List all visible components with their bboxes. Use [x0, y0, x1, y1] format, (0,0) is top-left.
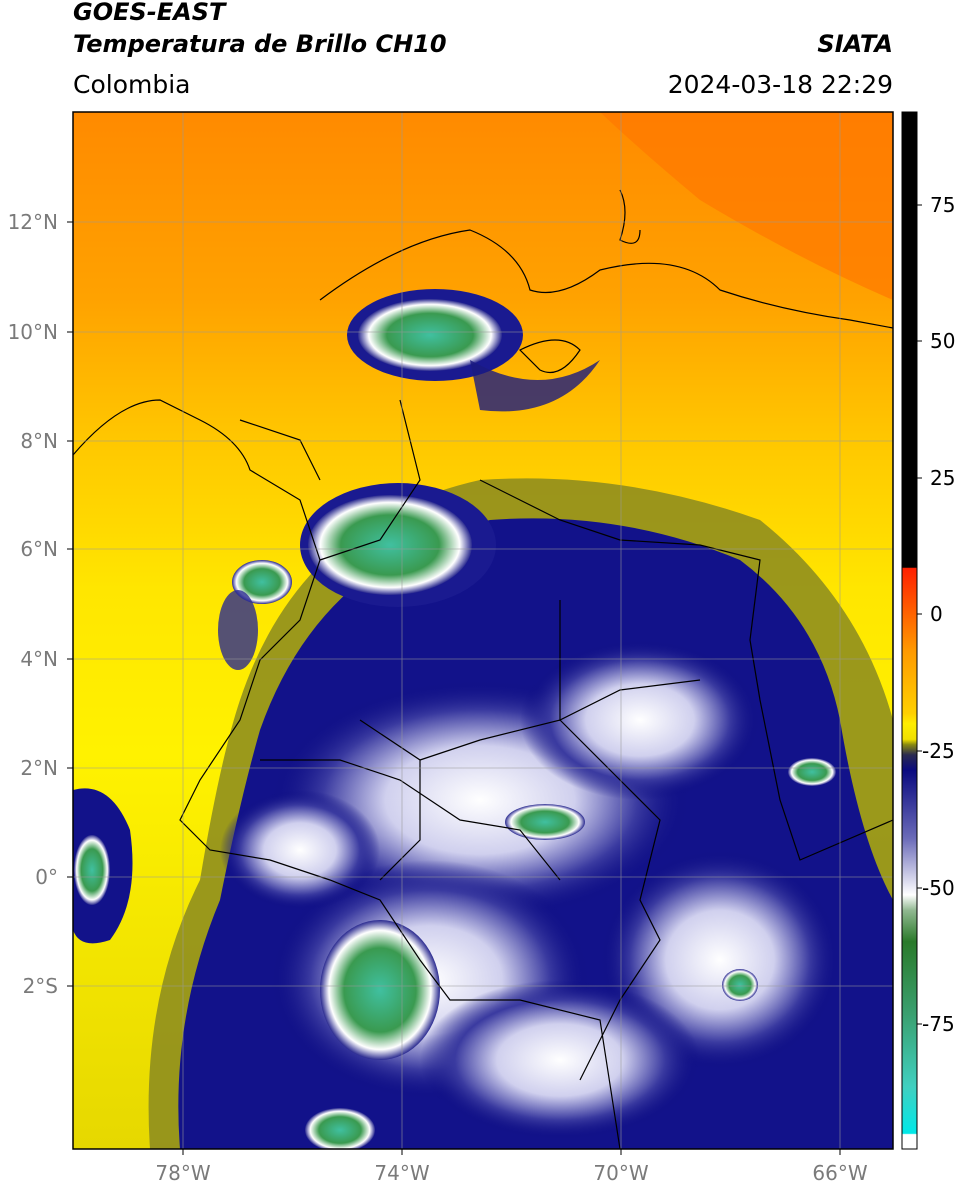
lon-label-74w: 74°W	[374, 1161, 429, 1185]
lat-label-8n: 8°N	[20, 429, 58, 453]
datetime-label: 2024-03-18 22:29	[667, 70, 893, 99]
lat-label-6n: 6°N	[20, 537, 58, 561]
colorbar-tick-25: 25	[930, 466, 955, 490]
colorbar-tick-0: 0	[930, 602, 943, 626]
colorbar-tick-50: 50	[930, 329, 955, 353]
product-title: Temperatura de Brillo CH10	[73, 30, 447, 58]
lat-label-10n: 10°N	[8, 320, 58, 344]
satellite-title: GOES-EAST	[73, 0, 226, 26]
lat-label-2n: 2°N	[20, 756, 58, 780]
lon-label-66w: 66°W	[812, 1161, 867, 1185]
colorbar	[901, 111, 918, 1150]
colorbar-tick-neg75: -75	[922, 1012, 955, 1036]
lon-label-78w: 78°W	[155, 1161, 210, 1185]
lon-label-70w: 70°W	[593, 1161, 648, 1185]
source-label: SIATA	[817, 30, 893, 58]
colorbar-tick-75: 75	[930, 193, 955, 217]
lat-label-2s: 2°S	[23, 974, 58, 998]
map-frame	[72, 111, 894, 1150]
lat-label-4n: 4°N	[20, 647, 58, 671]
lat-label-12n: 12°N	[8, 210, 58, 234]
colorbar-tick-neg25: -25	[922, 739, 955, 763]
colorbar-tick-neg50: -50	[922, 876, 955, 900]
region-label: Colombia	[73, 70, 191, 99]
lat-label-0: 0°	[35, 865, 58, 889]
